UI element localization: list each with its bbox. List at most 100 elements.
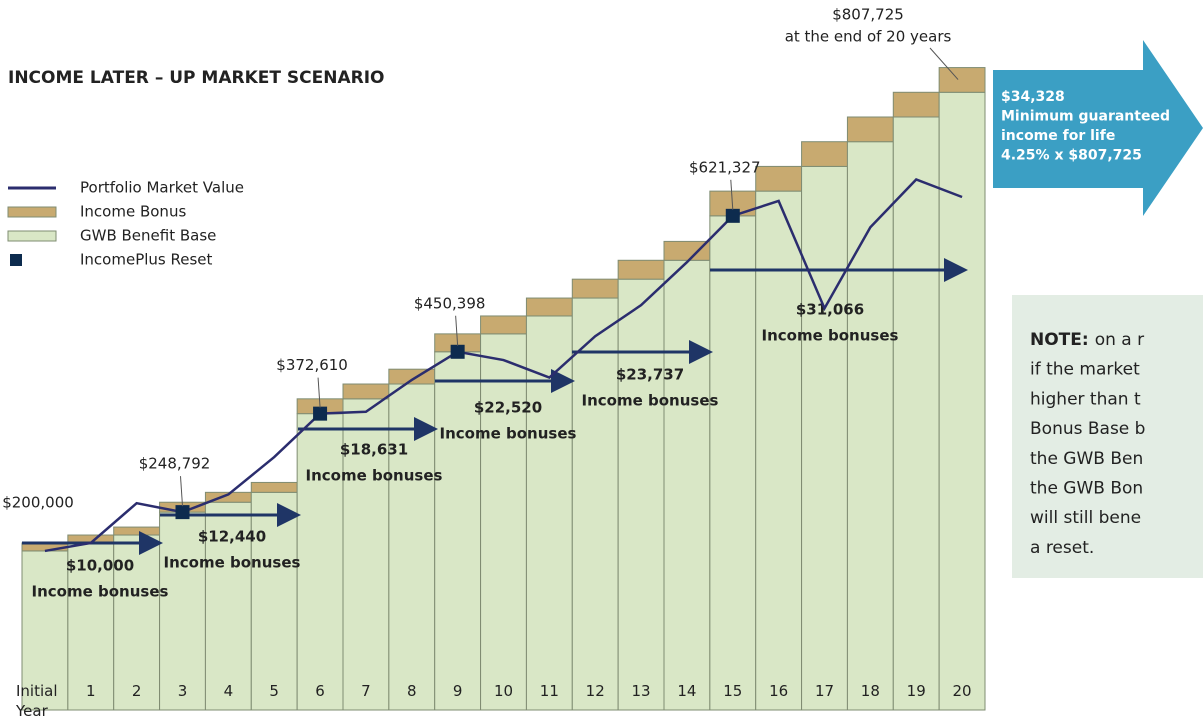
- bar-segment: [892, 91, 940, 118]
- note-line: the GWB Ben: [1030, 449, 1143, 469]
- x-tick-label: 20: [952, 682, 972, 700]
- bonus-text: Income bonuses: [32, 583, 169, 601]
- x-tick-label: 6: [315, 682, 325, 700]
- note-box: [1012, 295, 1203, 578]
- bonus-amount: $18,631: [340, 441, 408, 459]
- annotation: $450,398: [414, 294, 486, 312]
- bar-segment: [709, 215, 757, 711]
- bar-segment: [801, 165, 848, 711]
- note-label: NOTE:: [1030, 330, 1089, 350]
- x-tick-label: 9: [452, 682, 463, 700]
- x-tick-label: 13: [631, 682, 651, 700]
- bonus-amount: $23,737: [616, 366, 684, 384]
- bonus-text: Income bonuses: [164, 554, 301, 572]
- callout-text: 4.25% x $807,725: [1001, 148, 1142, 164]
- x-tick-label: 1: [86, 682, 96, 700]
- x-tick-label: 15: [723, 682, 743, 700]
- legend-label: Portfolio Market Value: [80, 179, 244, 197]
- bar-segment: [617, 259, 665, 280]
- x-tick-label: 2: [131, 682, 142, 700]
- bonus-amount: $10,000: [66, 557, 134, 575]
- bar-segment: [663, 259, 711, 711]
- bonus-amount: $22,520: [474, 399, 542, 417]
- x-tick-label: Initial Year: [16, 682, 58, 720]
- bar-segment: [250, 491, 298, 711]
- callout-text: $34,328: [1001, 89, 1065, 105]
- bar-segment: [525, 315, 573, 711]
- bar-segment: [342, 398, 390, 711]
- legend-label: Income Bonus: [80, 203, 186, 221]
- bar-segment: [250, 481, 298, 493]
- note-line: higher than t: [1030, 389, 1141, 409]
- note-text: on a r: [1095, 330, 1144, 350]
- x-tick-label: 10: [493, 682, 514, 700]
- bar-segment: [571, 278, 619, 299]
- annotation: $621,327: [689, 158, 761, 176]
- annotation-leader: [317, 377, 321, 408]
- legend-swatch: [10, 254, 22, 266]
- portfolio-line: [44, 178, 963, 553]
- bar-segment: [892, 116, 940, 711]
- bar-segment: [342, 383, 390, 400]
- bar-segment: [67, 542, 115, 711]
- bar-segment: [480, 333, 527, 711]
- note-line: if the market: [1030, 360, 1140, 380]
- note-line: the GWB Bon: [1030, 479, 1143, 499]
- bar-segment: [846, 116, 894, 143]
- bar-segment: [938, 91, 986, 711]
- annotation: $200,000: [2, 493, 74, 511]
- x-tick-label: 12: [585, 682, 605, 700]
- bar-segment: [846, 141, 894, 711]
- bonus-text: Income bonuses: [582, 392, 719, 410]
- bonus-amount: $31,066: [796, 301, 864, 319]
- end-annotation: $807,725: [832, 6, 904, 24]
- reset-marker: [450, 344, 465, 359]
- x-tick-label: 5: [269, 682, 279, 700]
- bar-segment: [296, 413, 344, 711]
- end-annotation: at the end of 20 years: [785, 28, 952, 46]
- note-line: Bonus Base b: [1030, 419, 1145, 439]
- legend-label: GWB Benefit Base: [80, 227, 216, 245]
- callout-text: Minimum guaranteed: [1001, 109, 1170, 125]
- reset-marker: [313, 406, 328, 421]
- bar-segment: [755, 165, 803, 192]
- bonus-amount: $12,440: [198, 528, 266, 546]
- x-tick-label: 19: [906, 682, 926, 700]
- legend-swatch: [7, 230, 57, 242]
- x-tick-label: 16: [769, 682, 789, 700]
- bar-segment: [938, 67, 986, 93]
- bar-segment: [525, 297, 573, 317]
- note-line: a reset.: [1030, 538, 1094, 558]
- chart-title: INCOME LATER – UP MARKET SCENARIO: [8, 68, 384, 88]
- note-line: NOTE: on a r: [1030, 330, 1144, 350]
- x-tick-label: 18: [860, 682, 880, 700]
- annotation: $372,610: [276, 356, 348, 374]
- bar-segment: [571, 297, 619, 711]
- x-tick-label: 3: [177, 682, 188, 700]
- legend-swatch: [7, 206, 57, 218]
- bonus-text: Income bonuses: [440, 425, 577, 443]
- note-line: will still bene: [1030, 508, 1141, 528]
- bar-segment: [755, 190, 803, 711]
- reset-marker: [725, 208, 740, 223]
- x-tick-label: 7: [361, 682, 371, 700]
- annotation-leader: [180, 476, 183, 507]
- bar-segment: [480, 315, 527, 335]
- x-tick-label: 8: [407, 682, 417, 700]
- bar-segment: [801, 141, 848, 167]
- bar-segment: [617, 278, 665, 711]
- bonus-text: Income bonuses: [306, 467, 443, 485]
- bar-segment: [388, 383, 436, 711]
- x-tick-label: 17: [814, 682, 835, 700]
- end-leader: [929, 47, 959, 80]
- x-tick-label: 11: [539, 682, 559, 700]
- legend-label: IncomePlus Reset: [80, 251, 213, 269]
- bonus-text: Income bonuses: [762, 327, 899, 345]
- bar-segment: [21, 550, 69, 711]
- x-tick-label: 4: [223, 682, 234, 700]
- bar-segment: [113, 526, 161, 536]
- annotation-leader: [730, 179, 734, 210]
- reset-marker: [175, 505, 190, 520]
